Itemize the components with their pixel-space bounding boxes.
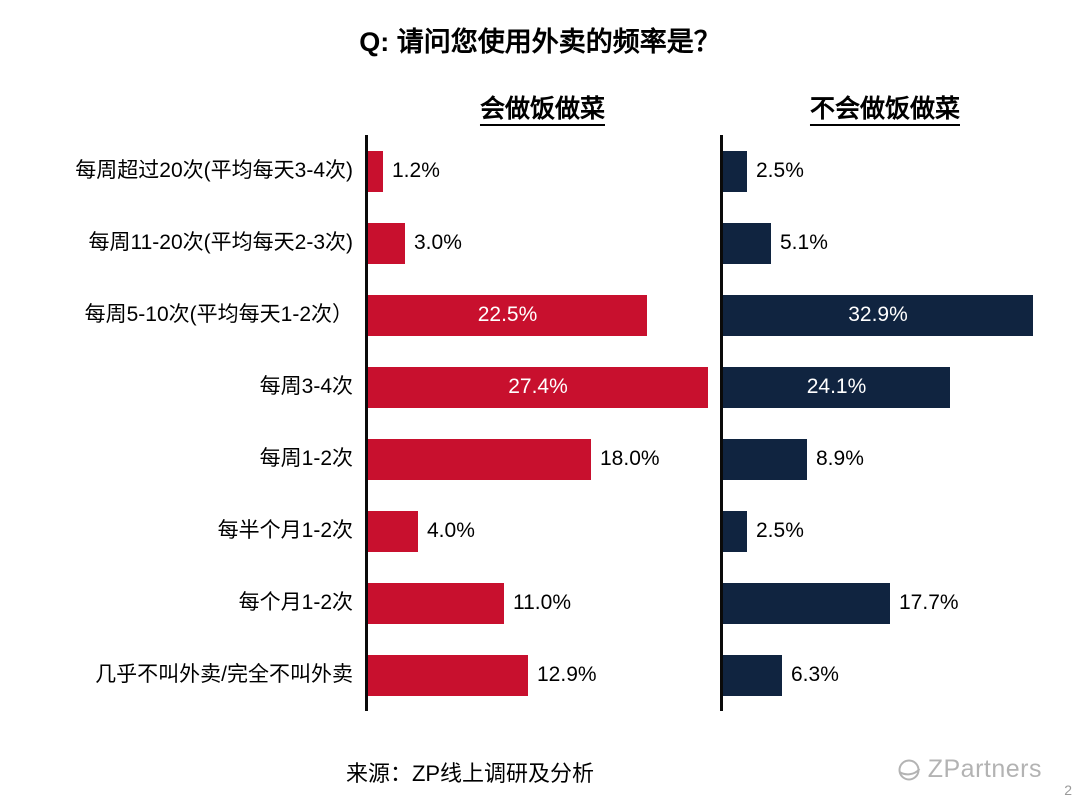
value-label: 3.0% bbox=[414, 231, 462, 254]
value-label: 22.5% bbox=[477, 303, 538, 326]
globe-icon bbox=[896, 757, 922, 783]
series-header-right: 不会做饭做菜 bbox=[809, 95, 960, 123]
bar bbox=[723, 510, 747, 552]
category-label: 每个月1-2次 bbox=[238, 591, 353, 615]
bar-chart: 每周超过20次(平均每天3-4次) 1.2% 2.5% 每周11-20次(平均每天2-… bbox=[0, 135, 1080, 711]
bar bbox=[368, 654, 528, 696]
value-label: 5.1% bbox=[780, 231, 828, 254]
bar-cell-right: 17.7% bbox=[720, 567, 1050, 639]
bar-cell-left: 1.2% bbox=[365, 135, 720, 207]
value-label: 18.0% bbox=[600, 447, 660, 470]
bar: 24.1% bbox=[723, 366, 950, 408]
series-header-left: 会做饭做菜 bbox=[479, 95, 605, 123]
bar-cell-left: 27.4% bbox=[365, 351, 720, 423]
value-label: 17.7% bbox=[899, 591, 959, 614]
bar: 27.4% bbox=[368, 366, 708, 408]
category-label: 每周5-10次(平均每天1-2次） bbox=[84, 303, 353, 327]
chart-row: 每周5-10次(平均每天1-2次） 22.5% 32.9% bbox=[0, 279, 1080, 351]
chart-row: 每周3-4次 27.4% 24.1% bbox=[0, 351, 1080, 423]
category-label: 每周11-20次(平均每天2-3次) bbox=[88, 231, 354, 255]
chart-row: 几乎不叫外卖/完全不叫外卖 12.9% 6.3% bbox=[0, 639, 1080, 711]
bar-cell-right: 8.9% bbox=[720, 423, 1050, 495]
value-label: 6.3% bbox=[791, 663, 839, 686]
bar bbox=[368, 510, 418, 552]
value-label: 24.1% bbox=[806, 375, 867, 398]
bar-cell-right: 32.9% bbox=[720, 279, 1050, 351]
logo-text: ZPartners bbox=[927, 755, 1042, 783]
value-label: 12.9% bbox=[537, 663, 597, 686]
category-label: 每周超过20次(平均每天3-4次) bbox=[75, 159, 353, 183]
bar bbox=[368, 222, 405, 264]
bar bbox=[368, 150, 383, 192]
bar-cell-left: 22.5% bbox=[365, 279, 720, 351]
chart-row: 每个月1-2次 11.0% 17.7% bbox=[0, 567, 1080, 639]
value-label: 11.0% bbox=[513, 591, 571, 614]
value-label: 32.9% bbox=[848, 303, 908, 326]
bar-cell-right: 6.3% bbox=[720, 639, 1050, 711]
bar bbox=[723, 438, 807, 480]
category-label: 每周3-4次 bbox=[259, 375, 353, 399]
bar bbox=[723, 654, 782, 696]
bar bbox=[368, 438, 591, 480]
bar-cell-right: 2.5% bbox=[720, 135, 1050, 207]
bar bbox=[368, 582, 504, 624]
bar-cell-left: 4.0% bbox=[365, 495, 720, 567]
bar bbox=[723, 582, 890, 624]
value-label: 1.2% bbox=[392, 159, 440, 182]
bar bbox=[723, 150, 747, 192]
value-label: 4.0% bbox=[427, 519, 475, 542]
bar-cell-left: 12.9% bbox=[365, 639, 720, 711]
bar-cell-right: 24.1% bbox=[720, 351, 1050, 423]
bar-cell-right: 5.1% bbox=[720, 207, 1050, 279]
category-label: 几乎不叫外卖/完全不叫外卖 bbox=[95, 663, 353, 687]
chart-row: 每半个月1-2次 4.0% 2.5% bbox=[0, 495, 1080, 567]
chart-row: 每周11-20次(平均每天2-3次) 3.0% 5.1% bbox=[0, 207, 1080, 279]
bar-cell-left: 3.0% bbox=[365, 207, 720, 279]
bar-cell-right: 2.5% bbox=[720, 495, 1050, 567]
value-label: 27.4% bbox=[508, 375, 568, 398]
chart-row: 每周1-2次 18.0% 8.9% bbox=[0, 423, 1080, 495]
bar: 22.5% bbox=[368, 294, 647, 336]
value-label: 8.9% bbox=[816, 447, 864, 470]
chart-title: Q: 请问您使用外卖的频率是？ bbox=[359, 27, 721, 57]
bar-cell-left: 18.0% bbox=[365, 423, 720, 495]
bar-cell-left: 11.0% bbox=[365, 567, 720, 639]
value-label: 2.5% bbox=[756, 519, 804, 542]
bar bbox=[723, 222, 771, 264]
zpartners-logo: ZPartners bbox=[896, 755, 1042, 784]
chart-row: 每周超过20次(平均每天3-4次) 1.2% 2.5% bbox=[0, 135, 1080, 207]
series-headers: 会做饭做菜 不会做饭做菜 bbox=[0, 85, 1080, 129]
category-label: 每周1-2次 bbox=[259, 447, 353, 471]
page-number: 2 bbox=[1064, 782, 1072, 798]
category-label: 每半个月1-2次 bbox=[217, 519, 353, 543]
value-label: 2.5% bbox=[756, 159, 804, 182]
source-note: 来源：ZP线上调研及分析 bbox=[345, 761, 595, 786]
bar: 32.9% bbox=[723, 294, 1033, 336]
